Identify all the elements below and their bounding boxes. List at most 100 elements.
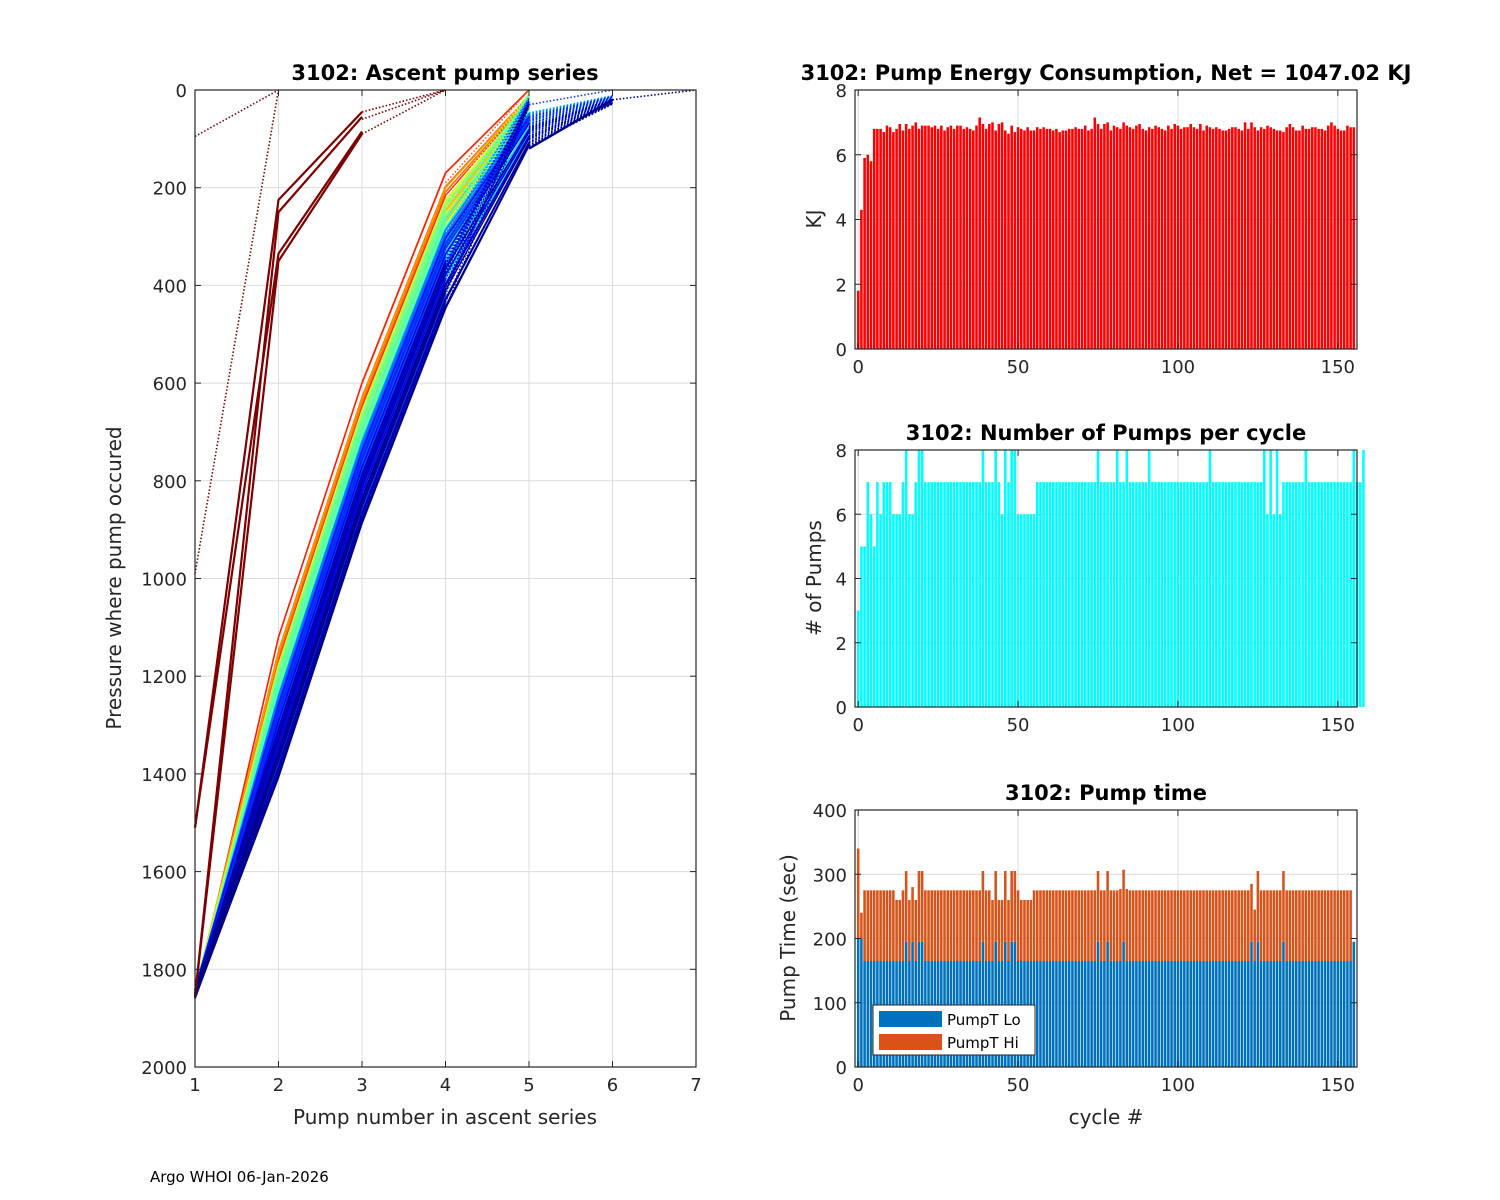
ascent-series-dotted <box>444 100 530 262</box>
pumptime-bar <box>1215 890 1218 961</box>
pumps-bar <box>1231 482 1234 708</box>
ascent-series-dotted <box>528 101 613 142</box>
energy-bar <box>1004 130 1007 349</box>
legend-label-lo: PumpT Lo <box>947 1011 1021 1029</box>
pumptime-bar <box>1307 960 1311 1067</box>
pumps-bar <box>1266 514 1269 707</box>
pumptime-bar <box>1064 960 1068 1067</box>
y-tick-label: 0 <box>176 81 187 102</box>
pumptime-bar <box>911 887 914 942</box>
energy-bar <box>1272 128 1276 349</box>
pumptime-bar <box>1093 890 1097 961</box>
pumptime-bar <box>1291 890 1295 961</box>
y-tick-label: 6 <box>836 146 847 167</box>
pumps-ylabel: # of Pumps <box>802 520 826 636</box>
pumptime-bar <box>956 890 959 961</box>
ascent-series-dotted <box>444 97 530 237</box>
pumptime-bar <box>1336 890 1340 961</box>
pumptime-bar <box>1253 960 1256 1067</box>
pumptime-bar <box>1131 890 1135 961</box>
ascent-series-line <box>193 130 363 828</box>
pumptime-bar <box>1112 960 1116 1067</box>
pumptime-bar <box>895 899 898 961</box>
pumps-bar <box>1346 482 1349 708</box>
energy-bar <box>1055 128 1058 349</box>
pumptime-bar <box>1288 960 1292 1067</box>
pumptime-bar <box>972 890 975 961</box>
pumptime-bar <box>1218 890 1221 961</box>
energy-bar <box>1211 128 1215 349</box>
pumps-bar <box>1326 482 1330 708</box>
y-tick-label: 200 <box>153 179 187 200</box>
energy-bar <box>1138 123 1141 350</box>
pumps-bar <box>1048 482 1052 708</box>
pumps-bar <box>1109 482 1113 708</box>
pumptime-bar <box>1323 890 1327 961</box>
energy-bar <box>1352 127 1356 349</box>
energy-bar <box>1240 130 1244 349</box>
pumptime-bar <box>1272 890 1276 961</box>
x-tick-label: 100 <box>1161 715 1195 736</box>
energy-bar <box>1320 128 1324 349</box>
pumptime-bar <box>1298 890 1301 961</box>
y-tick-label: 1400 <box>141 765 187 786</box>
energy-bar <box>1330 122 1333 350</box>
energy-bar <box>911 125 914 349</box>
pumps-bar <box>1154 482 1157 708</box>
ascent-series-dotted <box>444 104 530 293</box>
pumptime-bar <box>1004 871 1007 942</box>
energy-bar <box>1167 125 1170 349</box>
energy-bar <box>1016 127 1020 349</box>
pumptime-bar <box>1256 871 1260 942</box>
pumps-bar <box>940 482 943 708</box>
energy-bar <box>1339 130 1343 349</box>
energy-ticks: 0 50 100 150 0 2 4 6 8 <box>836 81 1357 378</box>
ascent-series-line <box>193 111 363 828</box>
pumptime-bar <box>898 899 902 961</box>
pumptime-bar <box>1221 960 1224 1067</box>
pumptime-bar <box>1090 960 1093 1067</box>
pumps-bar <box>1058 482 1061 708</box>
pumptime-bar <box>866 960 870 1067</box>
pumps-bar <box>1291 482 1295 708</box>
pumptime-bar <box>1199 960 1202 1067</box>
pumps-bar <box>1208 450 1212 707</box>
x-tick-label: 0 <box>852 1075 863 1096</box>
pumptime-bar <box>1115 960 1119 1067</box>
energy-bar <box>1310 127 1314 349</box>
pumps-bar <box>1160 482 1164 708</box>
energy-bar <box>1253 127 1256 349</box>
pumptime-bar <box>1247 890 1250 961</box>
pumptime-bar <box>1061 960 1065 1067</box>
pumptime-bar <box>1317 890 1320 961</box>
pumptime-bar <box>1183 960 1186 1067</box>
energy-bar <box>1346 125 1349 349</box>
pumptime-bar <box>1342 890 1346 961</box>
pumptime-bar <box>1115 890 1119 961</box>
ascent-series-dotted <box>612 89 697 101</box>
pumptime-bar <box>908 899 911 961</box>
pumptime-bar <box>1122 869 1125 942</box>
pumptime-bar <box>1352 941 1356 1067</box>
energy-bar <box>1288 123 1292 350</box>
energy-bar <box>885 125 889 349</box>
energy-bar <box>1234 127 1237 349</box>
energy-bar <box>1317 128 1320 349</box>
ascent-series-line <box>194 261 447 992</box>
pumps-bar <box>1320 482 1324 708</box>
energy-bar <box>1109 130 1113 349</box>
ascent-series-dotted <box>444 98 530 248</box>
ascent-lines <box>193 89 697 999</box>
pumptime-bar <box>1045 890 1049 961</box>
pumptime-bar <box>1004 941 1007 1067</box>
energy-bar <box>1298 130 1301 349</box>
energy-bar <box>943 130 946 349</box>
pumps-bar <box>1272 514 1276 707</box>
pumptime-bar <box>1186 960 1189 1067</box>
pumptime-bar <box>860 912 863 939</box>
pumptime-legend[interactable]: PumpT Lo PumpT Hi <box>872 1004 1036 1056</box>
energy-bar <box>1032 130 1036 349</box>
energy-bar <box>1147 127 1151 349</box>
energy-bar <box>1157 127 1161 349</box>
